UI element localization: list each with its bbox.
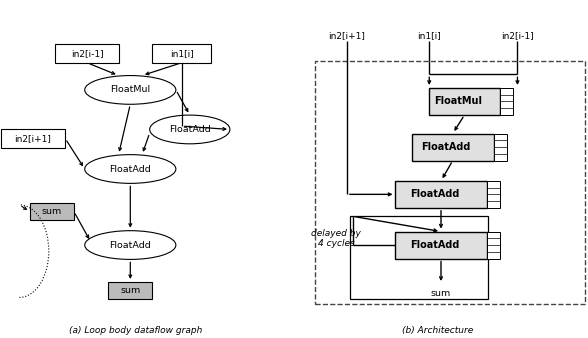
Text: in1[i]: in1[i] (170, 49, 193, 58)
FancyBboxPatch shape (55, 44, 119, 63)
Text: sum: sum (42, 207, 62, 216)
Text: FloatAdd: FloatAdd (109, 241, 151, 249)
Text: FloatAdd: FloatAdd (410, 240, 459, 250)
Ellipse shape (150, 115, 230, 144)
Text: in2[i-1]: in2[i-1] (501, 31, 534, 41)
FancyBboxPatch shape (429, 88, 500, 115)
Text: delayed by
4 cycles: delayed by 4 cycles (312, 228, 361, 248)
Text: (a) Loop body dataflow graph: (a) Loop body dataflow graph (69, 325, 202, 335)
FancyBboxPatch shape (412, 134, 494, 161)
FancyBboxPatch shape (486, 181, 500, 208)
Text: FloatMul: FloatMul (110, 86, 151, 94)
Text: FloatAdd: FloatAdd (109, 165, 151, 173)
FancyBboxPatch shape (30, 203, 74, 220)
FancyBboxPatch shape (395, 181, 486, 208)
Text: in2[i+1]: in2[i+1] (15, 134, 51, 143)
FancyBboxPatch shape (152, 44, 211, 63)
Ellipse shape (85, 155, 176, 183)
FancyBboxPatch shape (108, 282, 152, 299)
Ellipse shape (85, 75, 176, 104)
FancyBboxPatch shape (1, 129, 65, 148)
Text: FloatMul: FloatMul (434, 96, 482, 106)
FancyBboxPatch shape (494, 134, 507, 161)
FancyBboxPatch shape (500, 88, 513, 115)
FancyBboxPatch shape (486, 232, 500, 259)
Text: FloatAdd: FloatAdd (169, 125, 211, 134)
Text: in2[i-1]: in2[i-1] (71, 49, 103, 58)
Text: in2[i+1]: in2[i+1] (329, 31, 365, 41)
Text: FloatAdd: FloatAdd (410, 189, 459, 199)
Text: in1[i]: in1[i] (417, 31, 441, 41)
Text: (b) Architecture: (b) Architecture (402, 325, 474, 335)
FancyBboxPatch shape (395, 232, 486, 259)
Ellipse shape (85, 231, 176, 260)
Text: sum: sum (120, 286, 141, 295)
Text: sum: sum (431, 289, 451, 298)
Text: FloatAdd: FloatAdd (422, 142, 471, 152)
